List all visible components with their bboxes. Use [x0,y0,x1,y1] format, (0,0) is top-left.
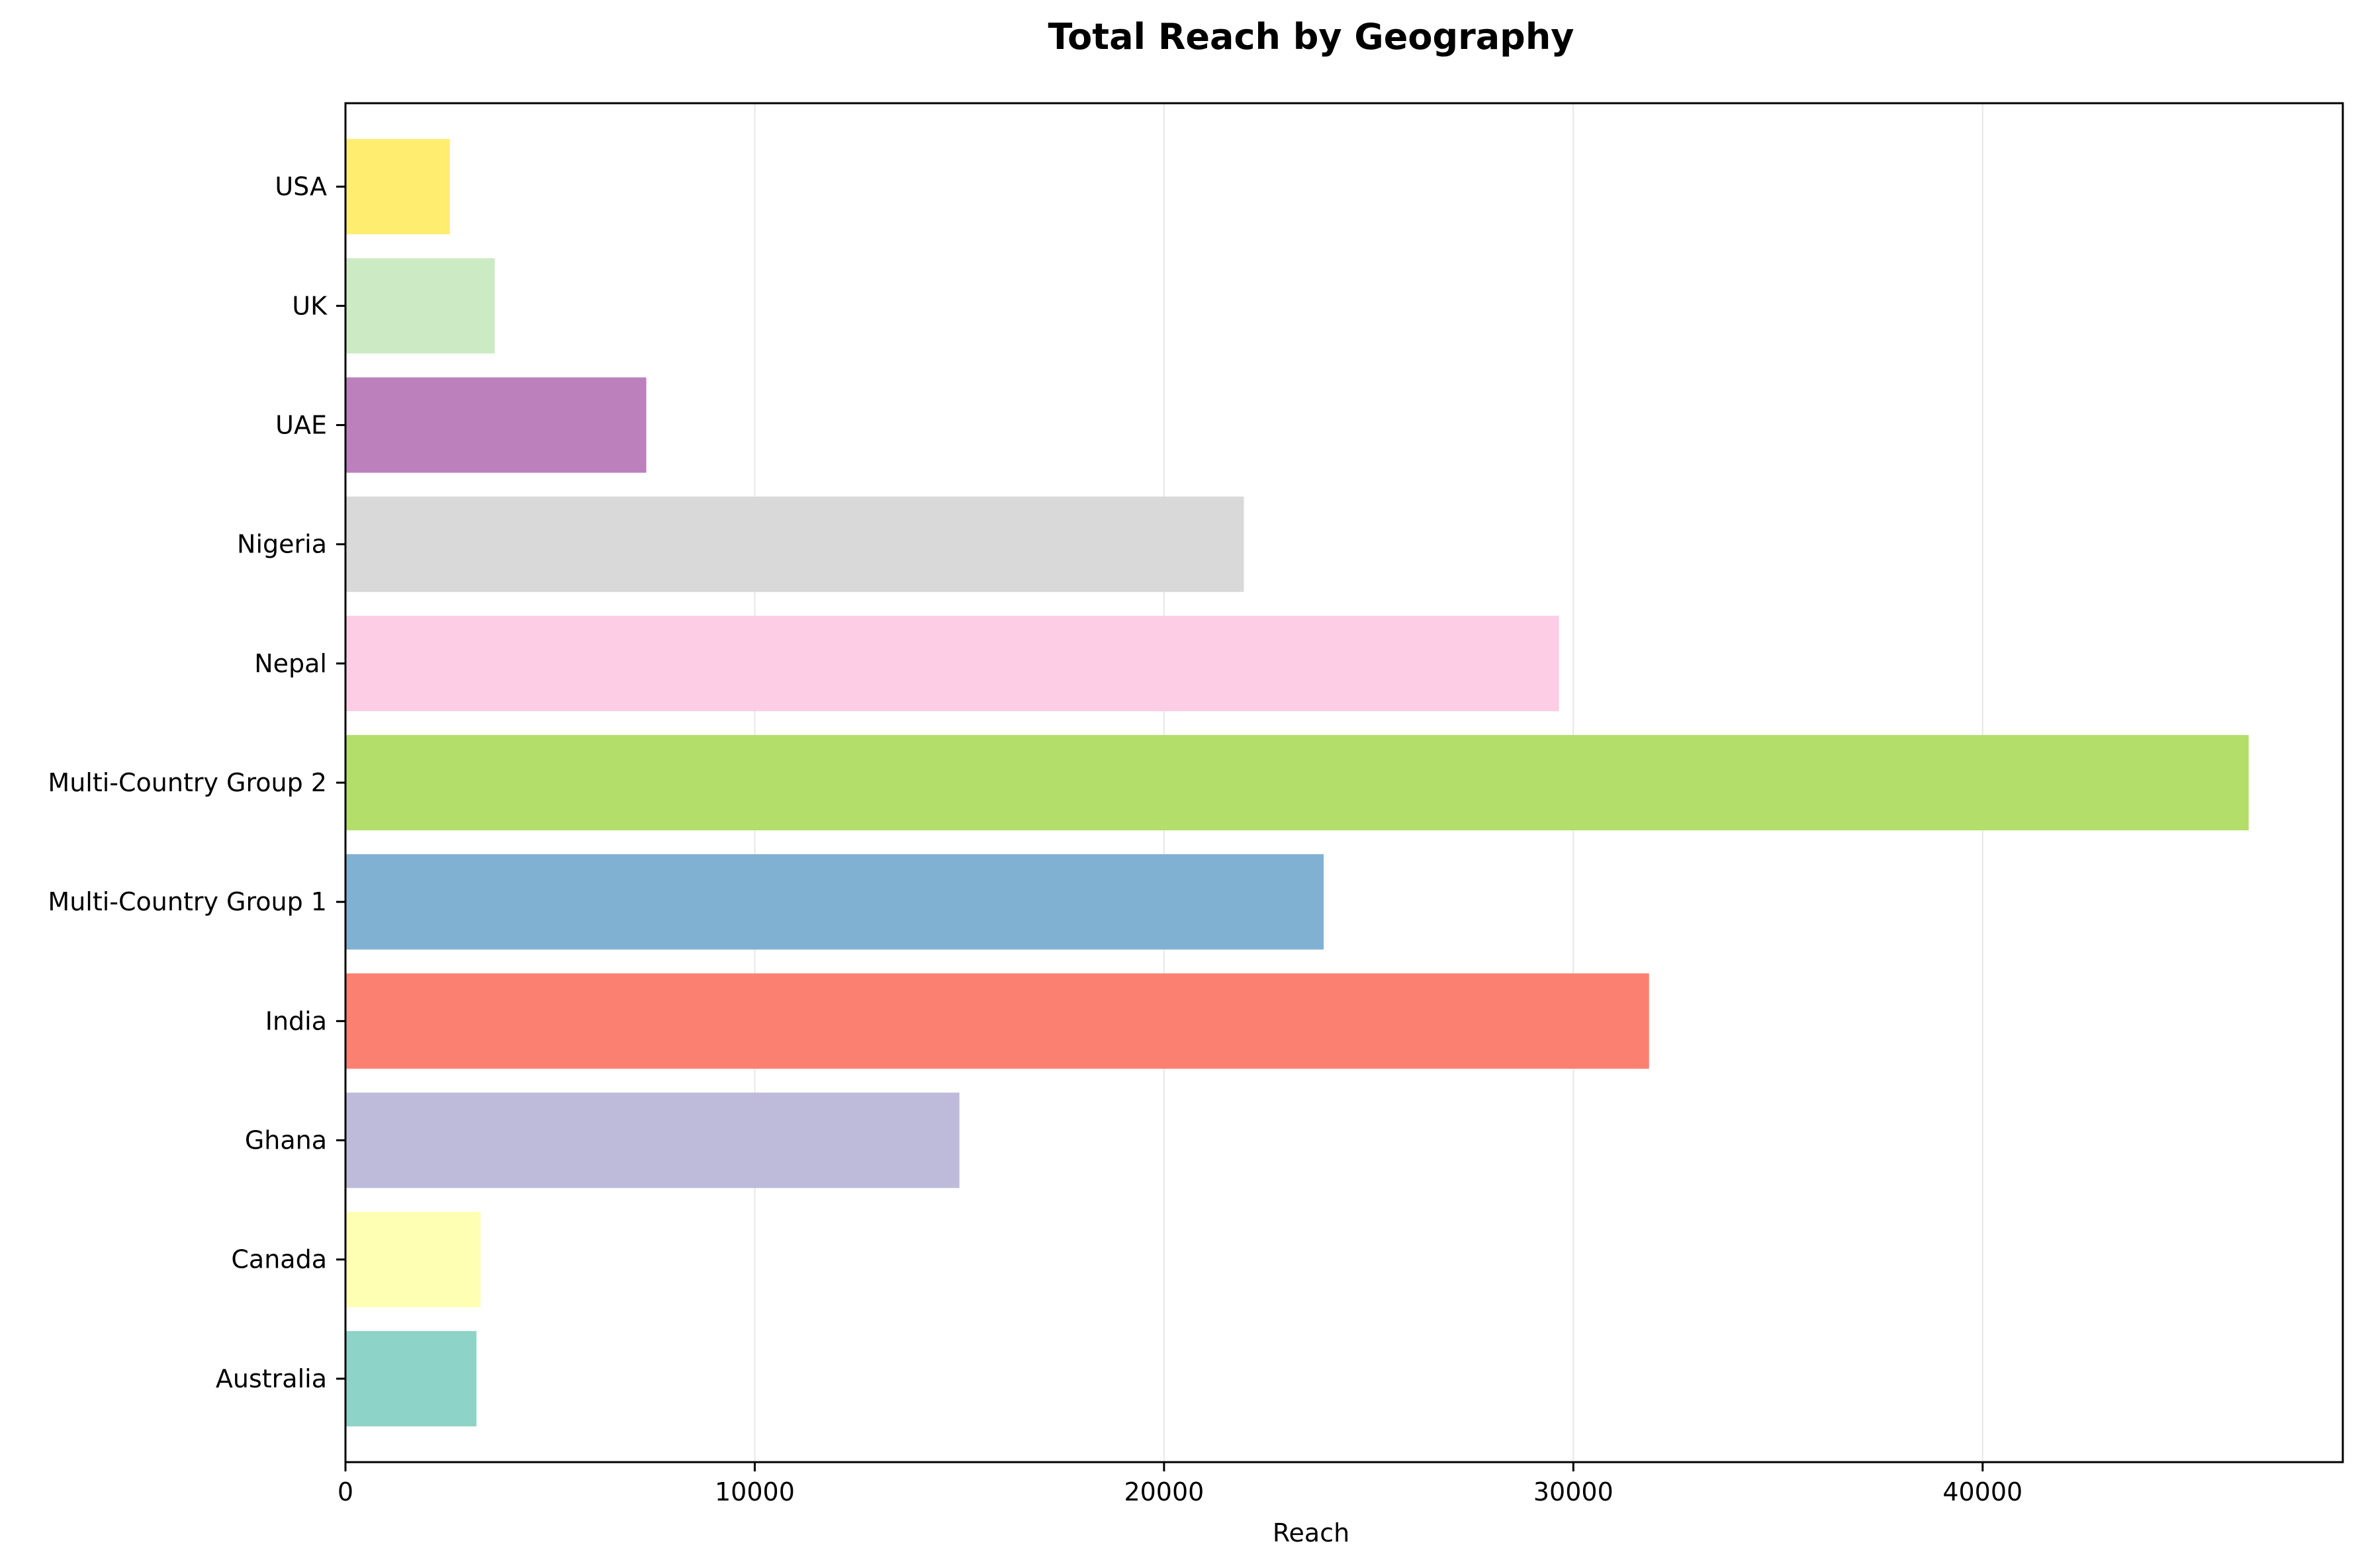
bar-nepal [345,615,1559,711]
chart-title: Total Reach by Geography [1048,16,1574,58]
bar-canada [345,1211,481,1307]
y-tick-label: USA [275,172,327,201]
bar-ghana [345,1092,960,1188]
y-tick-label: Multi-Country Group 2 [48,768,327,797]
y-tick-label: Nepal [254,649,327,678]
x-axis-label: Reach [1273,1518,1349,1547]
bar-india [345,973,1649,1069]
y-tick-label: Canada [231,1245,327,1274]
bars [345,139,2249,1426]
x-tick-label: 10000 [715,1477,795,1506]
y-tick-label: Australia [216,1364,327,1393]
bar-usa [345,139,450,235]
y-tick-label: Nigeria [237,530,327,559]
x-tick-label: 40000 [1942,1477,2022,1506]
plot-frame [344,102,2344,1463]
bar-nigeria [345,496,1244,592]
x-tick-label: 30000 [1533,1477,1613,1506]
y-tick-label: UAE [275,410,327,439]
bar-uae [345,377,647,473]
y-tick-label: India [265,1006,327,1035]
y-tick-label: Multi-Country Group 1 [48,887,327,916]
y-tick-label: UK [292,291,328,320]
bar-uk [345,258,495,354]
bar-australia [345,1330,477,1426]
x-tick-label: 20000 [1124,1477,1204,1506]
x-tick-label: 0 [338,1477,353,1506]
bar-multi-country-group-1 [345,854,1324,950]
y-axis-ticks: Australia Canada Ghana India Multi-Country G… [48,172,345,1393]
x-axis-ticks: 0 10000 20000 30000 40000 [338,1462,2022,1506]
bar-multi-country-group-2 [345,734,2249,831]
y-tick-label: Ghana [245,1126,327,1155]
